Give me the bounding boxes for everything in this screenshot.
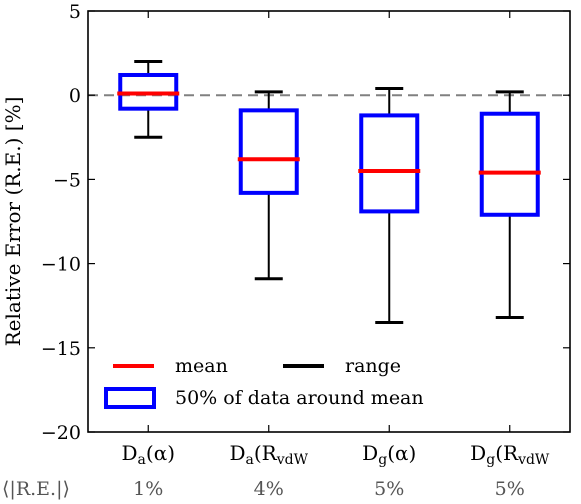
iqr-box — [238, 108, 299, 195]
legend-box-swatch — [104, 387, 156, 409]
x-tick-label: Da(α) — [121, 441, 175, 468]
x-tick-label: Da(RvdW — [229, 441, 308, 468]
mare-value: 5% — [374, 478, 404, 500]
y-tick-label: −20 — [41, 422, 81, 444]
y-tick-label: 5 — [69, 1, 81, 23]
iqr-box — [479, 111, 540, 217]
y-tick-label: 0 — [69, 85, 81, 107]
mare-value: 1% — [133, 478, 163, 500]
iqr-box — [359, 113, 420, 214]
x-tick-label: Dg(α) — [362, 441, 416, 468]
mare-value: 4% — [254, 478, 284, 500]
plot-frame — [87, 10, 571, 433]
mare-label: ⟨|R.E.|⟩ — [2, 478, 70, 500]
x-tick-label: Dg(RvdW — [470, 441, 550, 468]
legend-mean-label: mean — [175, 355, 228, 377]
y-tick-label: −5 — [53, 169, 81, 191]
legend-range-label: range — [345, 355, 401, 377]
y-tick-label: −10 — [41, 254, 81, 276]
y-tick-label: −15 — [41, 338, 81, 360]
y-axis-label: Relative Error (R.E.) [%] — [1, 97, 25, 347]
mare-value: 5% — [495, 478, 525, 500]
legend-box-label: 50% of data around mean — [175, 387, 424, 409]
